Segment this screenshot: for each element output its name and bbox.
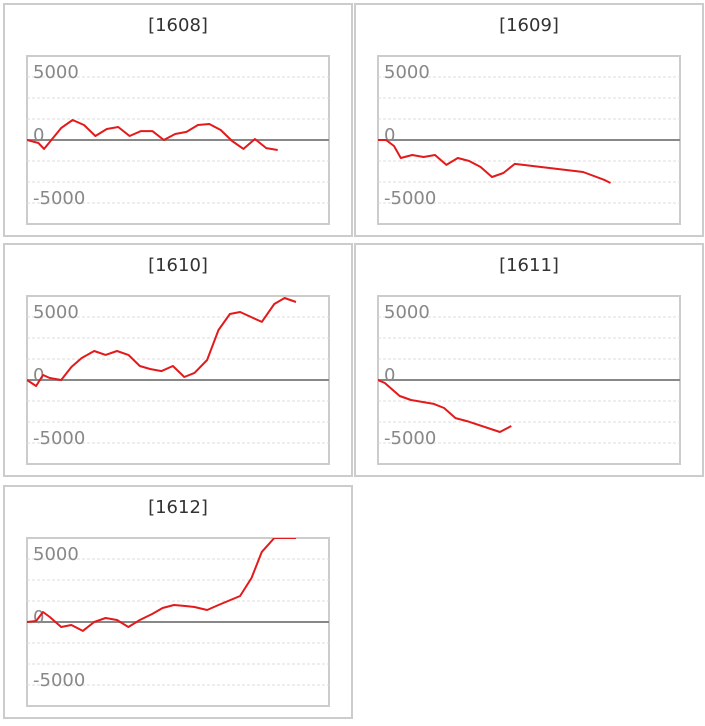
y-tick-label: 0 bbox=[33, 125, 44, 146]
y-tick-label: -5000 bbox=[33, 188, 85, 209]
chart-title: [1612] bbox=[148, 497, 208, 518]
panel: [1609] 5000 0 -5000 bbox=[354, 3, 704, 237]
series-line bbox=[378, 379, 512, 433]
chart-title: [1610] bbox=[148, 255, 208, 276]
y-tick-label: -5000 bbox=[384, 428, 436, 449]
y-tick-label: 5000 bbox=[33, 544, 79, 565]
series-line bbox=[27, 119, 278, 151]
series-line bbox=[27, 297, 297, 387]
panel: [1611] 5000 0 -5000 bbox=[354, 243, 704, 477]
y-tick-label: 0 bbox=[384, 125, 395, 146]
panel: [1608] 5000 0 -5000 bbox=[3, 3, 353, 237]
y-tick-label: 5000 bbox=[33, 62, 79, 83]
panel: [1610] 5000 0 -5000 bbox=[3, 243, 353, 477]
chart-title: [1608] bbox=[148, 15, 208, 36]
chart-title: [1609] bbox=[499, 15, 559, 36]
y-tick-label: 0 bbox=[384, 365, 395, 386]
y-tick-label: 5000 bbox=[33, 302, 79, 323]
series-line bbox=[27, 538, 296, 632]
y-tick-label: -5000 bbox=[33, 428, 85, 449]
y-tick-label: -5000 bbox=[384, 188, 436, 209]
chart-title: [1611] bbox=[499, 255, 559, 276]
y-tick-label: 5000 bbox=[384, 302, 430, 323]
y-tick-label: 0 bbox=[33, 365, 44, 386]
y-tick-label: -5000 bbox=[33, 670, 85, 691]
series-line bbox=[378, 139, 611, 184]
y-tick-label: 5000 bbox=[384, 62, 430, 83]
